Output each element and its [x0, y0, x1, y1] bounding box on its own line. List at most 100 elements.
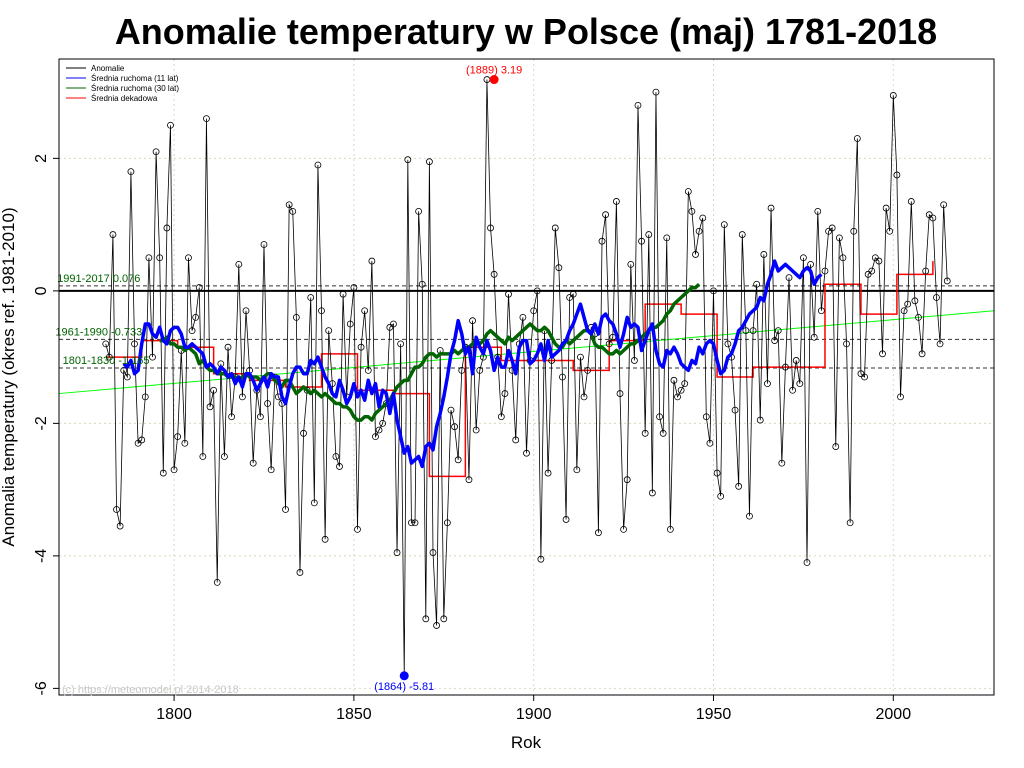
anomaly-point: [109, 231, 117, 238]
anomaly-point: [357, 343, 365, 351]
anomaly-point: [692, 251, 699, 258]
anomaly-point: [454, 456, 462, 464]
anomaly-point: [659, 429, 667, 437]
axes: 1800 1850 1900 1950 2000 -6 -4 -2 0 2: [33, 154, 911, 723]
anomaly-point: [206, 403, 214, 411]
anomaly-point: [282, 506, 289, 513]
anomaly-point: [800, 254, 807, 262]
anomaly-point: [724, 340, 732, 348]
anomaly-point: [372, 433, 379, 441]
anomaly-point: [623, 476, 631, 484]
anomaly-point: [113, 506, 120, 513]
anomaly-point: [555, 264, 563, 272]
y-tick-label: -4: [33, 549, 50, 563]
anomaly-point: [839, 254, 847, 262]
anomaly-point: [451, 423, 458, 431]
anomaly-point: [544, 469, 552, 477]
anomaly-point: [573, 466, 581, 474]
anomaly-point: [778, 459, 786, 467]
anomaly-point: [138, 436, 146, 444]
y-axis-label: Anomalia temperatury (okres ref. 1981-20…: [0, 207, 18, 546]
anomaly-point: [695, 227, 703, 235]
anomaly-point: [476, 366, 484, 374]
anomaly-point: [149, 353, 156, 361]
anomaly-point: [670, 376, 678, 384]
anomaly-point: [260, 241, 268, 248]
anomaly-point: [505, 290, 512, 298]
anomaly-point: [102, 340, 110, 348]
anomaly-point: [221, 453, 228, 460]
anomaly-point: [235, 260, 243, 268]
anomaly-point: [879, 350, 886, 358]
anomaly-point: [717, 492, 725, 500]
anomaly-point: [443, 519, 451, 527]
y-tick-label: -2: [33, 416, 50, 430]
anomaly-point: [940, 201, 948, 209]
anomaly-point: [580, 393, 588, 401]
anomaly-point: [796, 380, 804, 388]
anomaly-point: [907, 198, 915, 205]
anomaly-point: [792, 357, 800, 364]
anomaly-point: [303, 386, 311, 394]
anomaly-point: [699, 214, 707, 222]
anomaly-point: [203, 115, 210, 123]
anomaly-point: [429, 549, 437, 556]
anomaly-point: [350, 284, 358, 291]
anomaly-point: [817, 307, 825, 315]
anomaly-point: [648, 489, 656, 497]
anomaly-point: [767, 204, 775, 212]
anomaly-point: [785, 274, 793, 282]
anomaly-point: [904, 300, 912, 308]
anomaly-series: [102, 76, 951, 680]
anomaly-point: [415, 207, 423, 215]
anomaly-point: [321, 535, 329, 543]
anomaly-point: [929, 214, 937, 222]
anomaly-point: [368, 257, 376, 265]
anomaly-point: [760, 251, 768, 258]
anomaly-point: [188, 327, 196, 335]
anomaly-point: [185, 254, 192, 262]
anomaly-point: [159, 469, 167, 477]
anomaly-point: [598, 237, 606, 245]
anomaly-point: [523, 449, 530, 457]
anomaly-point: [336, 463, 343, 470]
anomaly-point: [141, 393, 149, 401]
x-tick-label: 1850: [336, 706, 372, 723]
anomaly-point: [123, 373, 131, 381]
anomaly-point: [127, 168, 135, 176]
anomaly-point: [239, 393, 246, 401]
anomaly-point: [364, 366, 372, 374]
anomaly-point: [684, 188, 692, 195]
x-tick-label: 2000: [876, 706, 912, 723]
reference-label: 1991-2017 0.076: [57, 273, 140, 285]
anomaly-point: [300, 429, 307, 437]
legend-label: Średnia dekadowa: [91, 94, 158, 103]
anomaly-point: [688, 207, 696, 215]
anomaly-point: [613, 198, 620, 205]
anomaly-point: [897, 393, 904, 401]
anomaly-point: [875, 257, 883, 265]
anomaly-point: [318, 307, 325, 315]
anomaly-point: [803, 559, 811, 566]
anomaly-point: [620, 525, 627, 533]
anomaly-point: [846, 519, 854, 527]
anomaly-point: [674, 393, 681, 401]
anomaly-point: [163, 224, 171, 232]
anomaly-point: [828, 224, 836, 232]
anomaly-line: [105, 79, 948, 676]
anomaly-point: [810, 333, 818, 341]
anomaly-point: [408, 519, 415, 527]
anomaly-point: [116, 522, 124, 530]
anomaly-point: [426, 158, 433, 166]
anomaly-point: [469, 317, 476, 325]
credit: (c) https://meteomodel.pl 2014-2018: [62, 684, 239, 696]
anomaly-point: [677, 386, 685, 394]
x-tick-label: 1800: [156, 706, 192, 723]
plot-frame: [58, 58, 995, 696]
anomaly-point: [170, 466, 178, 474]
anomaly-point: [289, 207, 297, 215]
anomaly-point: [562, 516, 570, 523]
anomaly-point: [821, 267, 829, 275]
anomaly-point: [764, 380, 771, 388]
